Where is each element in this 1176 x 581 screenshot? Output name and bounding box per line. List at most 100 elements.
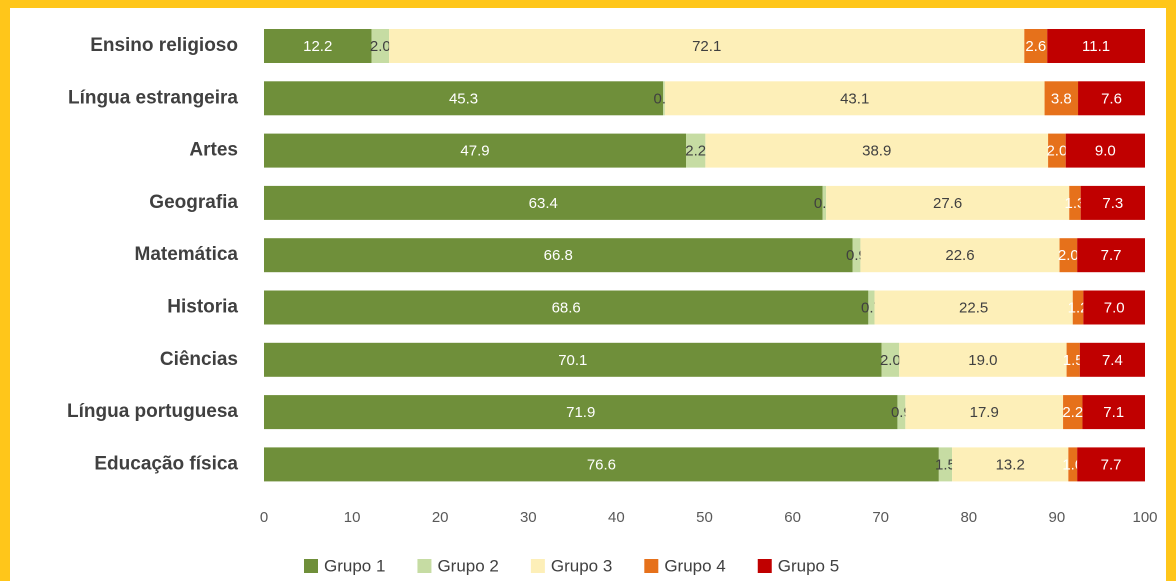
value-label: 2.0 xyxy=(880,352,901,369)
value-label: 7.7 xyxy=(1101,456,1122,473)
x-tick-label: 20 xyxy=(432,509,449,526)
bar-segment xyxy=(868,290,875,325)
x-tick-label: 80 xyxy=(960,509,977,526)
value-label: 1.2 xyxy=(1068,299,1089,316)
value-label: 43.1 xyxy=(840,90,869,107)
bar-segment xyxy=(1047,29,1145,63)
value-label: 2.2 xyxy=(1062,404,1083,421)
value-label: 38.9 xyxy=(862,143,891,160)
value-label: 2.0 xyxy=(1046,143,1067,160)
bar-segment xyxy=(1065,133,1145,168)
value-label: 27.6 xyxy=(933,195,962,212)
value-label: 7.7 xyxy=(1101,247,1122,264)
bar-segment xyxy=(1077,447,1145,482)
value-label: 22.5 xyxy=(959,299,988,316)
value-label: 7.1 xyxy=(1103,404,1124,421)
bar-segment xyxy=(1063,395,1083,430)
bar-segment xyxy=(1069,185,1081,220)
value-label: 3.8 xyxy=(1051,90,1072,107)
bar-segment xyxy=(1080,185,1145,220)
bar-segment xyxy=(264,447,939,482)
legend-swatch xyxy=(304,559,318,573)
value-label: 72.1 xyxy=(692,38,721,55)
bar-segment xyxy=(1024,29,1048,63)
value-label: 47.9 xyxy=(460,143,489,160)
bar-segment xyxy=(264,238,853,273)
bar-segment xyxy=(264,290,869,325)
category-label: Geografia xyxy=(149,192,238,213)
category-label: Artes xyxy=(189,140,238,161)
value-label: 12.2 xyxy=(303,38,332,55)
value-label: 45.3 xyxy=(449,90,478,107)
bar-segment xyxy=(663,81,665,116)
bar-segment xyxy=(1077,238,1145,273)
legend-label: Grupo 4 xyxy=(664,556,725,575)
value-label: 1.5 xyxy=(1063,352,1084,369)
legend-label: Grupo 1 xyxy=(324,556,385,575)
x-tick-label: 50 xyxy=(696,509,713,526)
value-label: 1.5 xyxy=(935,456,956,473)
value-label: 22.6 xyxy=(945,247,974,264)
x-tick-label: 60 xyxy=(784,509,801,526)
legend-swatch xyxy=(644,559,659,573)
x-tick-label: 30 xyxy=(520,509,537,526)
bar-segment xyxy=(938,447,953,482)
bar-segment xyxy=(264,395,898,430)
bar-segment xyxy=(1048,133,1066,168)
value-label: 9.0 xyxy=(1095,143,1116,160)
value-label: 66.8 xyxy=(544,247,573,264)
bar-segment xyxy=(852,238,861,273)
bar-segment xyxy=(899,342,1067,377)
bar-segment xyxy=(897,395,906,430)
value-label: 71.9 xyxy=(566,404,595,421)
value-label: 17.9 xyxy=(970,404,999,421)
bar-segment xyxy=(705,133,1049,168)
category-label: Ensino religioso xyxy=(90,35,238,56)
category-label: Língua estrangeira xyxy=(68,87,238,108)
bar-segment xyxy=(822,185,827,220)
bar-segment xyxy=(1082,395,1145,430)
x-tick-label: 70 xyxy=(872,509,889,526)
value-label: 7.6 xyxy=(1101,90,1122,107)
x-tick-label: 10 xyxy=(344,509,361,526)
bar-segment xyxy=(371,29,390,63)
value-label: 7.4 xyxy=(1102,352,1123,369)
bar-segment xyxy=(664,81,1045,116)
bar-segment xyxy=(264,81,664,116)
value-label: 7.3 xyxy=(1102,195,1123,212)
bar-segment xyxy=(264,185,823,220)
legend-swatch xyxy=(757,559,772,573)
bar-segment xyxy=(1083,290,1145,325)
x-tick-label: 90 xyxy=(1049,509,1066,526)
value-label: 19.0 xyxy=(968,352,997,369)
bar-segment xyxy=(1044,81,1079,116)
legend-label: Grupo 3 xyxy=(551,556,612,575)
category-label: Historia xyxy=(167,297,238,318)
bar-segment xyxy=(1072,290,1084,325)
value-label: 2.0 xyxy=(370,38,391,55)
value-label: 70.1 xyxy=(558,352,587,369)
value-label: 7.0 xyxy=(1104,299,1125,316)
x-tick-label: 0 xyxy=(260,509,268,526)
value-label: 63.4 xyxy=(529,195,558,212)
bar-segment xyxy=(860,238,1060,273)
legend-swatch xyxy=(530,559,545,573)
x-tick-label: 40 xyxy=(608,509,625,526)
bar-segment xyxy=(264,29,372,63)
bar-segment xyxy=(264,133,686,168)
category-label: Língua portuguesa xyxy=(67,401,238,422)
value-label: 2.6 xyxy=(1025,38,1046,55)
bar-segment xyxy=(264,342,882,377)
category-label: Educação física xyxy=(94,453,238,474)
legend-swatch xyxy=(417,559,432,573)
value-label: 11.1 xyxy=(1082,38,1110,55)
bar-segment xyxy=(389,29,1025,63)
bar-segment xyxy=(1066,342,1080,377)
legend-label: Grupo 5 xyxy=(778,556,839,575)
bar-segment xyxy=(1059,238,1078,273)
bar-segment xyxy=(874,290,1073,325)
value-label: 2.0 xyxy=(1058,247,1079,264)
bar-segment xyxy=(881,342,900,377)
